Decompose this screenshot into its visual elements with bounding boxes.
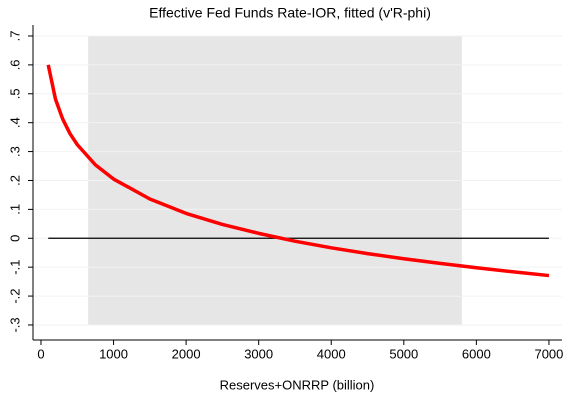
data-line <box>46 64 550 278</box>
x-tick-label: 2000 <box>172 346 201 361</box>
chart-title: Effective Fed Funds Rate-IOR, fitted (v'… <box>149 5 431 21</box>
y-tick-label: .3 <box>7 146 22 157</box>
y-tick-label: .2 <box>7 175 22 186</box>
x-tick-label: 6000 <box>462 346 491 361</box>
x-tick-label: 0 <box>37 346 44 361</box>
x-tick-label: 1000 <box>99 346 128 361</box>
y-tick-label: .7 <box>7 31 22 42</box>
y-tick-label: .5 <box>7 88 22 99</box>
x-tick-label: 3000 <box>244 346 273 361</box>
x-tick-label: 5000 <box>389 346 418 361</box>
y-tick-label: 0 <box>7 235 22 242</box>
x-axis-label: Reserves+ONRRP (billion) <box>220 377 375 392</box>
y-tick-label: .1 <box>7 204 22 215</box>
x-tick-label: 7000 <box>534 346 563 361</box>
y-tick-label: .4 <box>7 117 22 128</box>
x-tick-label: 4000 <box>317 346 346 361</box>
y-tick-label: .6 <box>7 59 22 70</box>
y-tick-label: -.1 <box>7 260 22 275</box>
y-tick-label: -.2 <box>7 288 22 303</box>
y-tick-label: -.3 <box>7 317 22 332</box>
